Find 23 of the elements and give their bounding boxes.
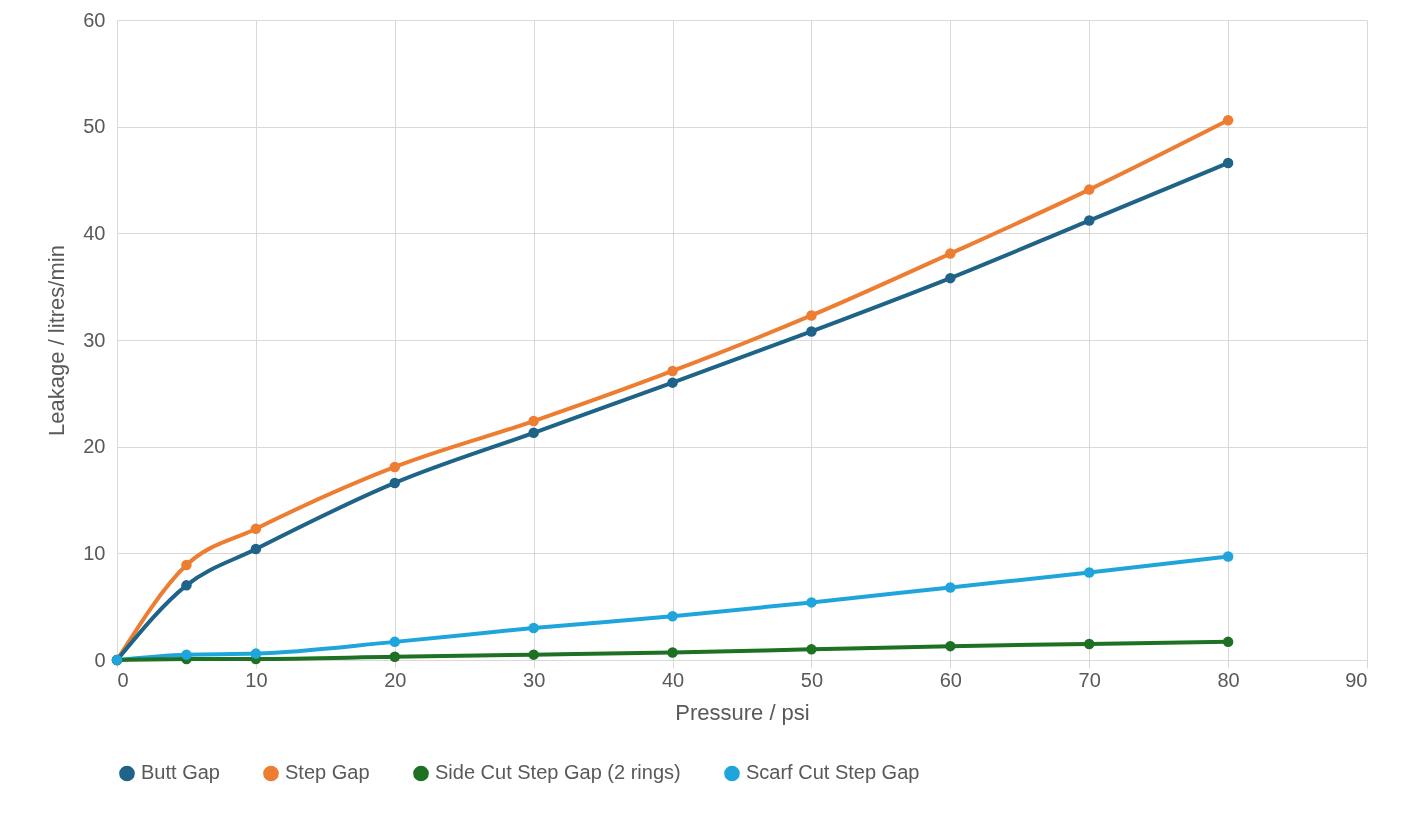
y-tick-label: 30 — [83, 328, 106, 351]
x-tick-label: 80 — [1217, 668, 1240, 691]
x-tick-label: 50 — [800, 668, 824, 691]
y-tick-label: 10 — [83, 541, 106, 564]
legend-label: Step Gap — [285, 761, 370, 784]
x-axis-title: Pressure / psi — [675, 699, 810, 725]
x-tick-label: 60 — [939, 668, 962, 691]
y-tick-label: 40 — [83, 221, 106, 244]
legend-label: Scarf Cut Step Gap — [746, 761, 920, 784]
y-tick-label: 50 — [83, 115, 106, 138]
y-axis-title: Leakage / litres/min — [44, 245, 70, 436]
x-tick-label: 70 — [1078, 668, 1101, 691]
y-tick-label: 20 — [83, 435, 106, 458]
x-tick-label: 20 — [384, 668, 407, 691]
legend-label: Side Cut Step Gap (2 rings) — [435, 761, 681, 784]
legend-label: Butt Gap — [141, 761, 220, 784]
x-tick-label: 90 — [1345, 668, 1368, 691]
x-tick-label: 10 — [245, 668, 268, 691]
x-tick-label: 0 — [117, 668, 129, 691]
y-tick-label: 0 — [94, 648, 106, 671]
x-tick-label: 30 — [523, 668, 546, 691]
y-tick-label: 60 — [83, 8, 106, 31]
x-tick-label: 40 — [661, 668, 685, 691]
